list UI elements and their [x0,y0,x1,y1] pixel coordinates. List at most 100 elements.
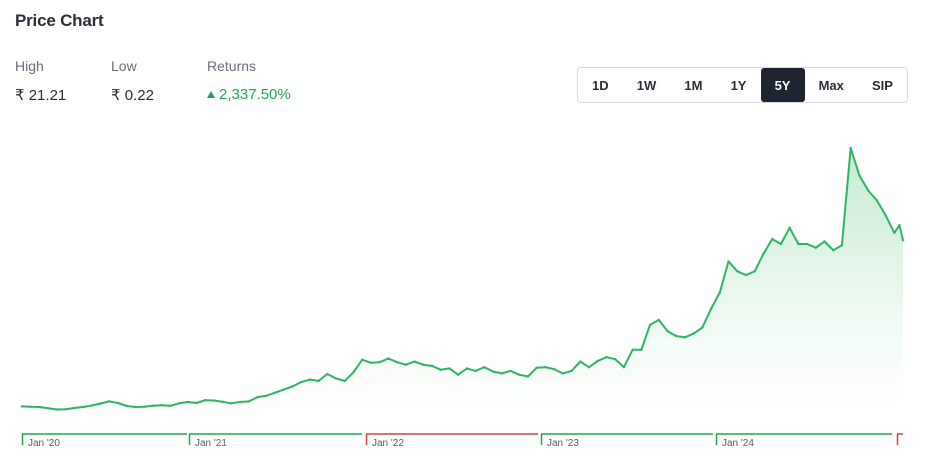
price-point [99,402,102,405]
price-point [544,366,547,369]
x-tick-label: Jan '24 [722,438,754,449]
price-point [299,380,303,384]
price-point [343,379,346,383]
price-point [509,369,512,373]
price-point [90,404,94,407]
price-point [247,400,250,403]
price-point [683,336,687,339]
price-point [29,405,32,408]
range-button-1m[interactable]: 1M [684,77,703,93]
price-point [265,394,268,397]
range-button-1w[interactable]: 1W [636,77,657,93]
price-point [832,249,835,252]
price-point [169,404,172,407]
price-point [308,378,312,381]
range-selector: 1D 1W 1M 1Y 5Y Max SIP [577,67,908,103]
price-point [701,326,704,329]
stat-low-value: ₹ 0.22 [111,87,154,104]
price-point [291,385,294,388]
stat-low-label: Low [111,58,137,74]
price-point [657,318,660,322]
range-button-1y[interactable]: 1Y [730,77,747,93]
price-point [500,372,503,375]
price-point [413,360,416,363]
price-point [230,402,233,405]
range-button-1d[interactable]: 1D [592,77,609,93]
price-point [605,356,608,359]
price-point [430,364,434,368]
price-point [718,291,721,294]
price-point [613,357,617,361]
price-point [186,400,189,404]
price-point [352,371,355,374]
price-point [744,273,748,277]
price-point [474,369,477,373]
page-title: Price Chart [15,11,104,30]
price-point [108,400,111,403]
price-point [736,270,739,273]
price-point [518,373,521,376]
price-point [395,361,399,364]
price-point [771,237,774,241]
price-point [317,379,320,383]
price-point [116,401,120,405]
price-point [456,373,460,376]
stat-returns: Returns 2,337.50% [207,58,291,103]
stat-high-label: High [15,58,44,74]
price-point [38,405,41,409]
price-point [840,244,844,247]
price-point [762,252,765,256]
stat-high: High ₹ 21.21 [15,58,66,104]
price-point [788,226,791,229]
price-point [814,246,817,249]
price-point [177,402,181,405]
price-point [526,375,530,378]
price-point [81,405,85,409]
price-point [404,363,407,366]
price-point [692,332,695,335]
price-point [204,399,207,402]
price-point [875,199,878,202]
price-point [823,240,826,243]
price-point [387,357,390,360]
price-point [142,405,146,408]
x-tick-label: Jan '23 [547,438,579,449]
price-point [666,329,669,333]
price-point [151,404,154,407]
price-point [849,146,852,150]
price-point [334,377,338,380]
price-point [369,361,373,364]
price-point [483,366,486,369]
price-point [622,366,626,369]
range-button-sip[interactable]: SIP [872,77,893,93]
price-point [212,399,216,402]
price-point [491,370,495,373]
price-point [195,401,198,405]
price-point [805,242,809,246]
price-point [727,260,730,263]
x-tick-label: Jan '22 [372,438,404,449]
range-button-5y[interactable]: 5Y [760,68,805,102]
price-point [552,367,556,371]
price-point [858,174,861,177]
price-point [596,359,599,363]
price-point [570,369,573,373]
price-point [73,406,76,410]
price-point [422,363,425,366]
price-point [64,408,67,411]
price-chart: Jan '20 Jan '21 Jan '22 Jan '23 Jan '24 [20,146,905,449]
price-point [561,372,564,375]
price-point [797,242,800,246]
price-point [448,367,451,370]
price-point [439,368,442,371]
stat-returns-value: 2,337.50% [219,86,291,103]
price-point [282,388,285,391]
price-point [535,366,538,369]
price-point [55,408,59,411]
price-point [326,372,329,376]
price-point [579,360,582,363]
price-point [640,348,643,351]
range-button-max[interactable]: Max [818,77,844,93]
price-point [631,348,634,351]
price-point [221,400,224,403]
